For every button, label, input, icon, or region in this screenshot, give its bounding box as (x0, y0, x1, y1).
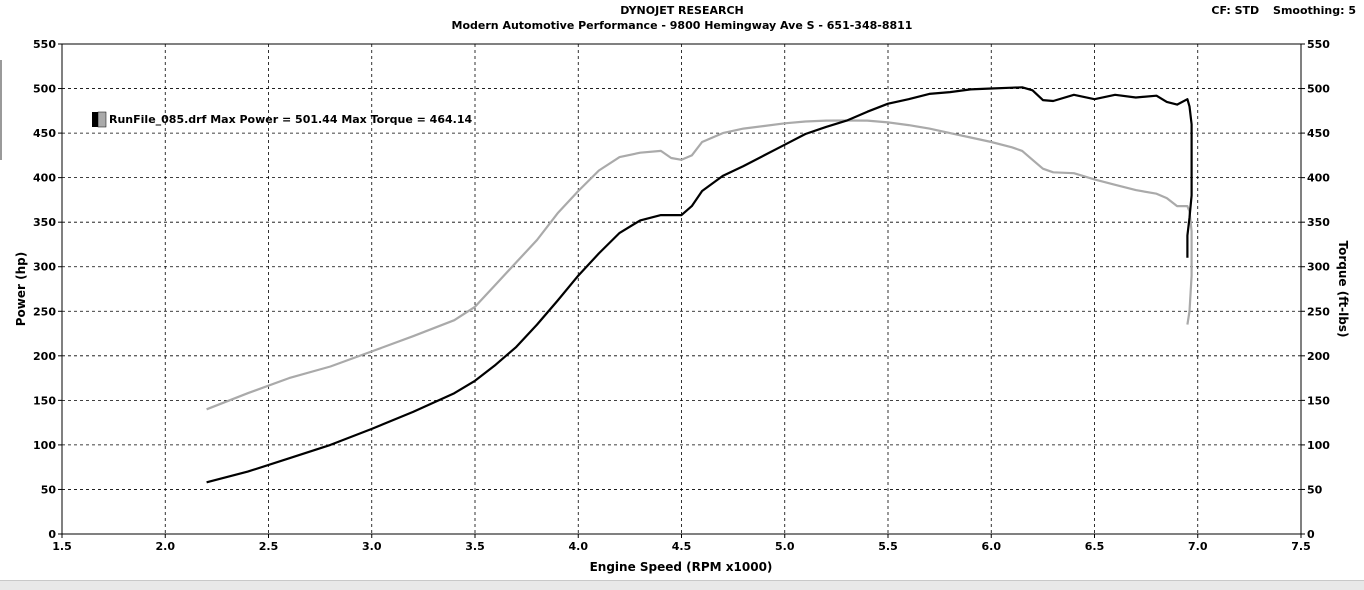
correction-info: CF: STD Smoothing: 5 (1211, 4, 1356, 17)
x-tick-label: 2.0 (156, 540, 176, 553)
x-axis-label: Engine Speed (RPM x1000) (590, 560, 773, 574)
chart-title: DYNOJET RESEARCH (620, 4, 744, 17)
power-curve (206, 86, 1193, 484)
y2-tick-label: 250 (1307, 305, 1330, 318)
legend-label: RunFile_085.drf Max Power = 501.44 Max T… (109, 113, 472, 126)
y-tick-label: 150 (33, 394, 56, 407)
y-tick-label: 250 (33, 305, 56, 318)
y2-tick-label: 100 (1307, 439, 1330, 452)
y-tick-label: 0 (48, 528, 56, 541)
y-tick-label: 50 (41, 483, 57, 496)
y-tick-label: 350 (33, 216, 56, 229)
torque-curve (206, 119, 1193, 411)
status-strip (0, 580, 1364, 590)
y-axis-label-right: Torque (ft-lbs) (1336, 241, 1350, 338)
y-tick-label: 200 (33, 350, 56, 363)
grid (62, 44, 1301, 534)
chart-subtitle: Modern Automotive Performance - 9800 Hem… (451, 19, 913, 32)
y2-tick-label: 50 (1307, 483, 1323, 496)
y-tick-label: 300 (33, 261, 56, 274)
y-tick-label: 500 (33, 83, 56, 96)
correction-factor: CF: STD (1211, 4, 1260, 17)
legend: RunFile_085.drf Max Power = 501.44 Max T… (92, 111, 472, 128)
x-tick-label: 6.0 (982, 540, 1002, 553)
legend-swatch-torque (97, 111, 107, 128)
x-tick-label: 4.0 (569, 540, 589, 553)
y2-tick-label: 500 (1307, 83, 1330, 96)
x-tick-label: 3.5 (465, 540, 485, 553)
x-tick-label: 5.5 (878, 540, 898, 553)
axis-ticks: 1.5 2.0 2.5 3.0 3.5 4.0 4.5 5.0 5.5 6.0 6.5 7.0 7.50… (33, 38, 1330, 553)
y2-tick-label: 400 (1307, 172, 1330, 185)
y2-tick-label: 550 (1307, 38, 1330, 51)
series-lines (206, 86, 1193, 484)
legend-swatch-power (92, 112, 98, 127)
y-axis-label-left: Power (hp) (14, 252, 28, 326)
x-tick-label: 7.0 (1188, 540, 1208, 553)
x-tick-label: 3.0 (362, 540, 382, 553)
y2-tick-label: 350 (1307, 216, 1330, 229)
y2-tick-label: 450 (1307, 127, 1330, 140)
y-tick-label: 550 (33, 38, 56, 51)
smoothing-value: Smoothing: 5 (1273, 4, 1356, 17)
x-tick-label: 7.5 (1291, 540, 1311, 553)
y2-tick-label: 300 (1307, 261, 1330, 274)
x-tick-label: 6.5 (1085, 540, 1105, 553)
window-edge (0, 60, 2, 160)
x-tick-label: 5.0 (775, 540, 795, 553)
x-tick-label: 2.5 (259, 540, 279, 553)
y2-tick-label: 150 (1307, 394, 1330, 407)
y2-tick-label: 0 (1307, 528, 1315, 541)
y-tick-label: 450 (33, 127, 56, 140)
y-tick-label: 100 (33, 439, 56, 452)
x-tick-label: 4.5 (672, 540, 692, 553)
y-tick-label: 400 (33, 172, 56, 185)
x-tick-label: 1.5 (52, 540, 72, 553)
y2-tick-label: 200 (1307, 350, 1330, 363)
